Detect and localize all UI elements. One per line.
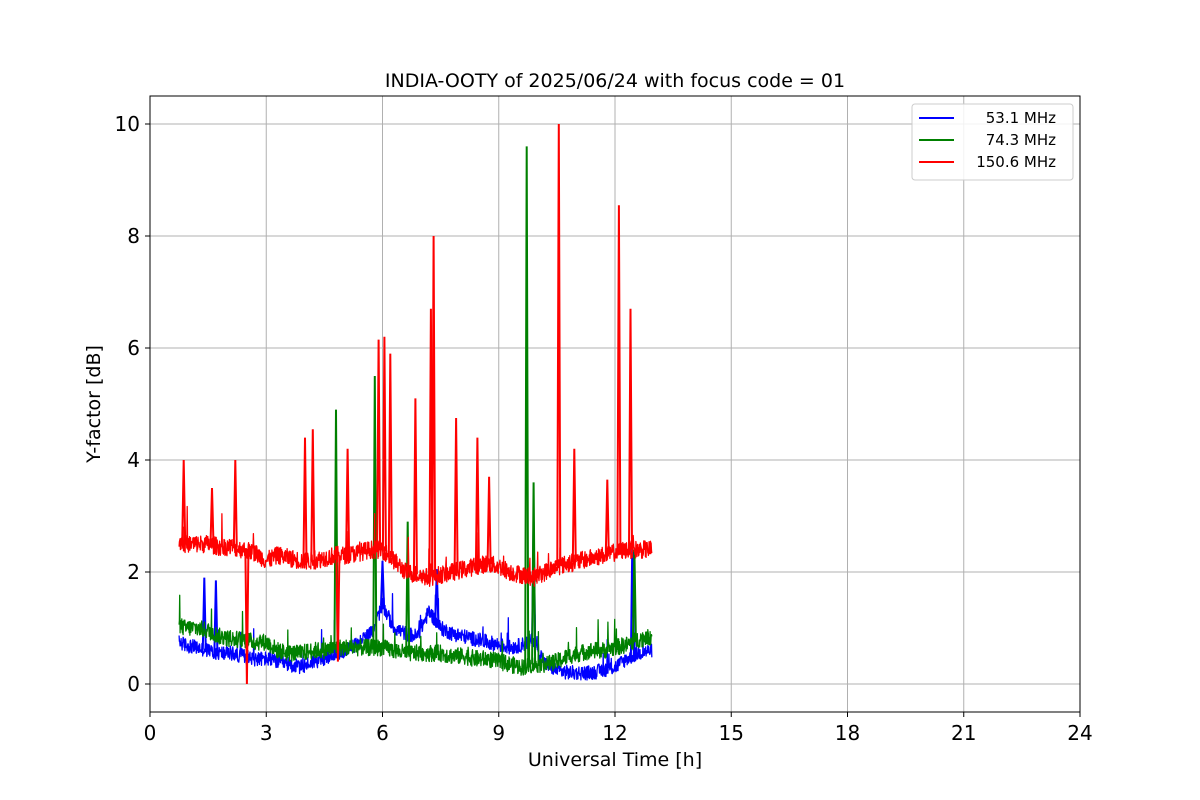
spike-mark bbox=[201, 577, 207, 650]
spike-mark bbox=[405, 521, 411, 654]
x-tick-label: 18 bbox=[835, 721, 860, 745]
x-tick-label: 6 bbox=[376, 721, 389, 745]
spike-mark bbox=[244, 550, 250, 685]
x-tick-label: 21 bbox=[951, 721, 976, 745]
series-line bbox=[178, 594, 653, 676]
x-axis-label: Universal Time [h] bbox=[528, 749, 702, 771]
x-tick-label: 24 bbox=[1067, 721, 1092, 745]
spike-mark bbox=[345, 448, 351, 556]
spike-mark bbox=[376, 339, 382, 550]
spike-mark bbox=[302, 437, 308, 561]
legend: 53.1 MHz 74.3 MHz 150.6 MHz bbox=[911, 103, 1074, 181]
x-tick-label: 0 bbox=[144, 721, 157, 745]
series-line bbox=[178, 592, 653, 681]
spike-mark bbox=[380, 560, 385, 606]
spike-mark bbox=[335, 555, 341, 662]
x-tick-label: 12 bbox=[602, 721, 627, 745]
x-tick-label: 3 bbox=[260, 721, 273, 745]
spike-mark bbox=[616, 205, 622, 552]
spike-mark bbox=[556, 123, 562, 566]
y-tick-label: 8 bbox=[127, 224, 140, 248]
spike-mark bbox=[474, 437, 480, 566]
spike-mark bbox=[213, 580, 219, 653]
spike-mark bbox=[531, 482, 537, 665]
spike-mark bbox=[381, 336, 387, 552]
legend-label: 150.6 MHz bbox=[976, 153, 1056, 171]
legend-label: 74.3 MHz bbox=[986, 131, 1056, 149]
spike-mark bbox=[232, 459, 238, 548]
y-tick-label: 10 bbox=[115, 112, 140, 136]
y-tick-label: 4 bbox=[127, 448, 140, 472]
spike-mark bbox=[628, 308, 633, 550]
y-axis-label: Y-factor [dB] bbox=[83, 345, 105, 464]
chart-title: INDIA-OOTY of 2025/06/24 with focus code… bbox=[385, 70, 845, 92]
spike-mark bbox=[604, 479, 610, 555]
spike-mark bbox=[486, 476, 492, 565]
spike-mark bbox=[387, 353, 393, 558]
spike-mark bbox=[434, 569, 440, 623]
spike-mark bbox=[209, 487, 215, 545]
spike-mark bbox=[412, 398, 418, 575]
x-tick-label: 9 bbox=[492, 721, 505, 745]
legend-label: 53.1 MHz bbox=[986, 109, 1056, 127]
y-tick-label: 6 bbox=[127, 336, 140, 360]
spike-mark bbox=[372, 375, 378, 648]
spike-mark bbox=[571, 448, 577, 563]
series-150-6-mhz bbox=[178, 123, 653, 685]
spike-mark bbox=[310, 429, 316, 561]
series-group bbox=[178, 123, 653, 685]
spike-mark bbox=[453, 417, 459, 572]
series-line bbox=[178, 505, 653, 587]
x-tick-label: 15 bbox=[719, 721, 744, 745]
spike-mark bbox=[524, 146, 530, 667]
spike-mark bbox=[431, 235, 437, 577]
y-tick-label: 2 bbox=[127, 560, 140, 584]
spike-mark bbox=[181, 459, 187, 544]
y-tick-label: 0 bbox=[127, 672, 140, 696]
